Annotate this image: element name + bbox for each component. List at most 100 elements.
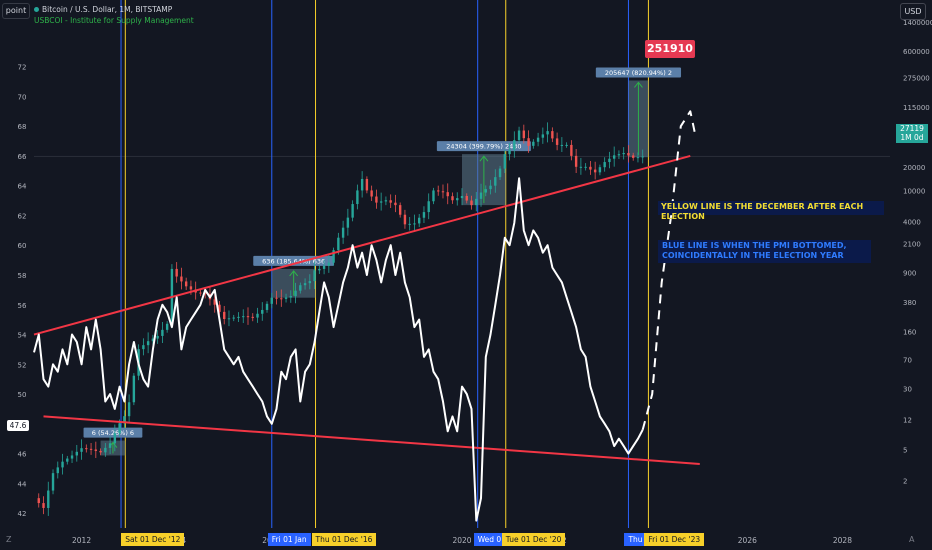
candle-body — [346, 217, 350, 228]
candle-body — [489, 185, 492, 190]
candle-body — [522, 130, 526, 139]
left-tick-42: 42 — [18, 510, 27, 518]
candle-body — [265, 303, 269, 310]
left-tick-62: 62 — [18, 212, 27, 220]
left-tick-70: 70 — [18, 93, 27, 101]
candle-body — [341, 227, 345, 238]
right-tick-10000: 10000 — [903, 187, 925, 195]
candle-body — [303, 283, 307, 286]
candle-body — [180, 276, 183, 282]
candle-body — [584, 166, 587, 168]
candle-body — [104, 447, 107, 453]
date-marker-tag-4: Tue 01 Dec '20 — [501, 533, 566, 546]
candle-body — [165, 323, 169, 330]
candle-body — [70, 455, 74, 459]
candle-body — [494, 177, 497, 186]
series-legend[interactable]: Bitcoin / U.S. Dollar, 1M, BITSTAMP — [34, 5, 172, 14]
candle-body — [441, 191, 445, 193]
candle-body — [51, 473, 55, 491]
blue-line-note: BLUE LINE IS WHEN THE PMI BOTTOMED, COIN… — [658, 240, 871, 263]
candle-body — [308, 281, 312, 284]
left-tick-44: 44 — [18, 480, 27, 488]
candle-body — [123, 416, 126, 424]
candle-body — [284, 297, 288, 299]
candle-body — [503, 154, 506, 169]
candle-body — [47, 490, 50, 508]
candle-body — [251, 316, 254, 318]
indicator-legend[interactable]: USBCOI - Institute for Supply Management — [34, 16, 194, 25]
candle-body — [532, 141, 535, 146]
candle-body — [213, 299, 216, 305]
timezone-button[interactable]: Z — [6, 535, 12, 544]
candle-body — [94, 449, 98, 451]
left-tick-46: 46 — [18, 451, 27, 459]
candle-body — [256, 313, 259, 318]
candle-body — [56, 467, 59, 474]
measure-label-bg-0 — [83, 427, 143, 438]
candle-body — [204, 293, 207, 295]
price-last-value-tag: 27119 1M 0d — [896, 124, 928, 143]
candle-body — [327, 262, 331, 266]
candle-body — [437, 190, 440, 192]
candle-body — [199, 292, 202, 294]
candle-body — [365, 178, 369, 191]
blue-note-line-2: COINCIDENTALLY IN THE ELECTION YEAR — [662, 251, 844, 260]
candle-body — [636, 157, 640, 159]
x-tick-2012: 2012 — [72, 536, 91, 545]
right-tick-20000: 20000 — [903, 164, 925, 172]
candle-body — [398, 205, 402, 215]
right-tick-900: 900 — [903, 270, 916, 278]
candle-body — [598, 167, 602, 173]
yellow-line-note: YELLOW LINE IS THE DECEMBER AFTER EACH E… — [658, 201, 884, 221]
measure-arrowhead-2 — [479, 155, 489, 162]
candle-body — [479, 192, 483, 199]
date-marker-tag-1: Fri 01 Jan — [267, 533, 311, 546]
candle-body — [541, 134, 545, 138]
candle-body — [227, 318, 231, 320]
point-mode-button[interactable]: point — [2, 3, 30, 19]
candle-body — [223, 311, 226, 320]
auto-scale-button[interactable]: A — [909, 535, 915, 544]
right-tick-1400000: 1400000 — [903, 19, 932, 27]
candle-body — [427, 201, 430, 213]
left-tick-52: 52 — [18, 361, 27, 369]
candle-body — [527, 138, 530, 146]
candle-body — [294, 290, 297, 297]
candle-body — [379, 201, 383, 203]
candle-body — [75, 451, 78, 456]
currency-button[interactable]: USD — [900, 3, 926, 20]
candle-body — [403, 214, 407, 225]
candle-body — [641, 156, 644, 158]
candle-body — [608, 158, 611, 163]
candle-body — [432, 190, 435, 202]
candle-body — [246, 316, 250, 318]
measure-arrowhead-3 — [634, 81, 643, 88]
left-tick-66: 66 — [18, 153, 27, 161]
candle-body — [612, 155, 616, 159]
candle-body — [446, 192, 449, 197]
candle-body — [351, 204, 354, 218]
candle-body — [517, 130, 521, 141]
candle-body — [422, 212, 426, 218]
candle-body — [408, 223, 411, 225]
measure-label-3: 205647 (820.94%) 2 — [605, 69, 672, 77]
candle-body — [632, 155, 635, 158]
candle-body — [475, 198, 478, 206]
x-tick-2026: 2026 — [738, 536, 757, 545]
right-tick-275000: 275000 — [903, 74, 930, 82]
left-tick-60: 60 — [18, 242, 27, 250]
measure-label-0: 6 (54.26%) 6 — [92, 429, 134, 437]
candle-body — [370, 190, 373, 197]
candle-body — [242, 316, 245, 318]
candle-body — [99, 450, 102, 453]
candle-body — [555, 138, 559, 145]
date-marker-tag-3: Wed 01 — [473, 533, 510, 546]
candle-body — [289, 296, 292, 298]
candle-body — [389, 200, 392, 203]
candle-body — [299, 285, 302, 291]
candle-body — [574, 155, 578, 167]
candle-body — [261, 309, 264, 314]
candle-body — [498, 168, 502, 178]
x-tick-2020: 2020 — [452, 536, 471, 545]
